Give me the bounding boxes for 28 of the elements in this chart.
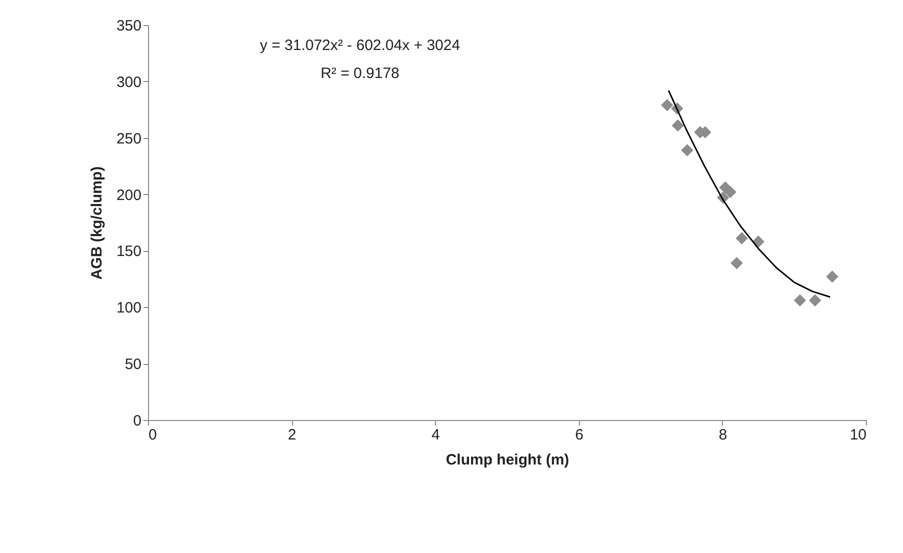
- point: [681, 144, 694, 156]
- y-tick-label: 250: [116, 130, 142, 148]
- point: [660, 99, 674, 112]
- point: [808, 294, 822, 306]
- line-series: [668, 90, 831, 298]
- y-tick-label: 100: [116, 300, 142, 317]
- x-tick-label: 2: [288, 426, 296, 444]
- y-tick-label: 200: [116, 186, 142, 204]
- point: [826, 270, 838, 283]
- x-tick-label: 4: [432, 426, 440, 444]
- y-tick-label: 300: [116, 74, 142, 91]
- y-tick-label: 50: [124, 356, 142, 374]
- y-tick-label: 350: [116, 18, 142, 34]
- y-tick-label: 0: [133, 412, 142, 430]
- x-axis-title: Clump height (m): [446, 452, 570, 468]
- x-tick-label: 10: [850, 426, 866, 444]
- point: [672, 119, 684, 132]
- x-tick-label: 8: [718, 426, 728, 444]
- x-tick-label: 0: [148, 426, 157, 444]
- annotation: R² = 0.9178: [320, 65, 400, 82]
- point: [794, 294, 806, 306]
- point: [724, 186, 736, 198]
- y-tick-label: 150: [116, 243, 142, 260]
- point: [736, 232, 748, 244]
- annotation: y = 31.072x² - 602.04x + 3024: [260, 37, 460, 54]
- x-tick-label: 6: [575, 426, 584, 444]
- point: [730, 257, 743, 270]
- y-axis-title: AGB (kg/clump): [88, 166, 106, 280]
